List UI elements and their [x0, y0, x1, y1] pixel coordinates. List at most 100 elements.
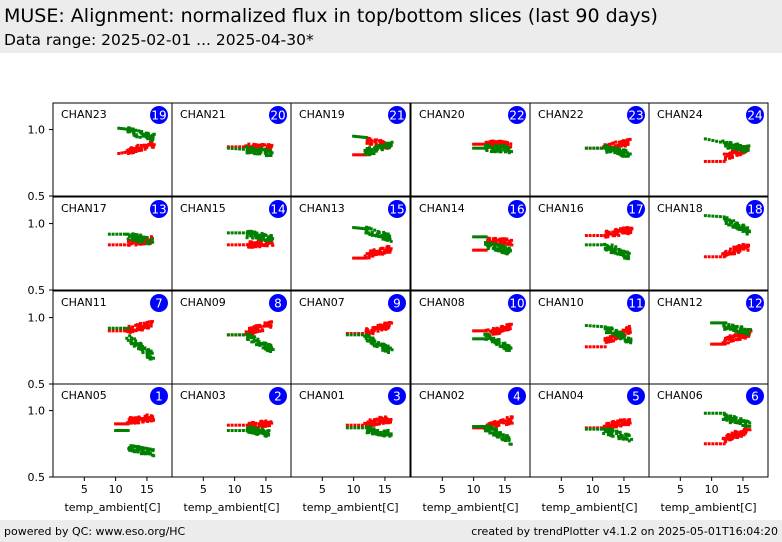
red-point	[248, 328, 252, 332]
red-point	[603, 234, 607, 238]
red-point	[505, 323, 509, 327]
green-point	[484, 143, 488, 147]
green-point	[584, 243, 588, 247]
red-point	[107, 243, 111, 247]
red-point	[599, 345, 603, 349]
green-point	[623, 251, 627, 255]
green-point	[371, 148, 375, 152]
panel-badge-number: 13	[151, 203, 166, 217]
red-point	[238, 145, 242, 149]
red-point	[251, 332, 255, 336]
y-tick-label: 1.0	[28, 405, 46, 418]
panel-badge	[746, 200, 764, 218]
red-point	[265, 144, 269, 148]
green-point	[609, 326, 613, 330]
green-point	[241, 231, 245, 235]
green-point	[736, 227, 740, 231]
green-point	[146, 131, 150, 135]
red-point	[617, 233, 621, 237]
red-point	[247, 423, 251, 427]
red-point	[140, 148, 144, 152]
panel-chan06: CHAN06 6 5 10 15 temp_ambient[C]	[648, 383, 769, 514]
red-point	[385, 247, 389, 251]
red-point	[107, 329, 111, 333]
panel-badge	[150, 294, 168, 312]
green-point	[743, 227, 747, 231]
red-point	[624, 139, 628, 143]
red-point	[372, 248, 376, 252]
green-point	[234, 429, 238, 432]
green-point	[145, 349, 149, 353]
green-point	[257, 340, 261, 344]
red-point	[505, 237, 509, 241]
green-point	[503, 150, 507, 154]
red-point	[248, 245, 252, 249]
panel-badge	[269, 106, 287, 124]
red-point	[359, 153, 363, 157]
red-point	[507, 322, 511, 326]
red-point	[728, 334, 732, 338]
green-point	[500, 243, 504, 247]
green-point	[500, 437, 504, 441]
green-point	[618, 252, 622, 256]
green-point	[610, 246, 614, 250]
red-point	[592, 234, 596, 238]
green-point	[132, 133, 136, 137]
green-point	[474, 425, 478, 429]
green-point	[132, 344, 136, 348]
green-point	[487, 428, 491, 432]
green-point	[621, 333, 625, 337]
panel-badge	[746, 387, 764, 405]
red-point	[266, 420, 270, 424]
green-point	[367, 431, 371, 435]
red-point	[487, 141, 491, 145]
panel-badge-number: 16	[509, 203, 524, 217]
green-point	[733, 416, 737, 420]
green-point	[247, 429, 251, 433]
green-point	[129, 340, 133, 344]
panel-label: CHAN11	[61, 296, 107, 309]
green-point	[477, 425, 481, 429]
green-point	[588, 243, 592, 247]
green-point	[368, 148, 372, 152]
green-point	[390, 348, 394, 352]
green-point	[250, 340, 254, 344]
green-point	[722, 412, 726, 416]
green-point	[747, 332, 751, 336]
red-point	[368, 142, 372, 146]
green-point	[246, 334, 250, 338]
green-point	[606, 245, 610, 249]
green-point	[245, 150, 249, 154]
red-point	[270, 241, 274, 245]
green-point	[703, 214, 707, 218]
red-point	[609, 232, 613, 236]
panel-badge-number: 8	[274, 297, 282, 311]
green-point	[737, 228, 741, 232]
green-point	[129, 444, 133, 448]
green-point	[472, 146, 476, 150]
red-point	[125, 421, 129, 425]
green-point	[723, 326, 727, 330]
red-point	[627, 420, 631, 424]
green-point	[353, 426, 357, 430]
green-point	[250, 230, 254, 234]
red-point	[504, 328, 508, 332]
red-point	[614, 140, 618, 144]
green-point	[489, 431, 493, 435]
panel-badge-number: 15	[389, 203, 404, 217]
red-point	[510, 238, 514, 242]
red-point	[728, 153, 732, 157]
green-point	[150, 238, 154, 242]
green-point	[128, 334, 132, 338]
red-point	[367, 136, 371, 140]
red-point	[264, 423, 268, 427]
green-point	[734, 416, 738, 420]
panel-badge-number: 10	[509, 297, 524, 311]
red-point	[735, 430, 739, 434]
green-point	[152, 356, 156, 360]
green-point	[740, 225, 744, 229]
red-point	[715, 255, 719, 259]
green-point	[116, 429, 120, 432]
green-point	[607, 330, 611, 334]
red-point	[733, 150, 737, 154]
